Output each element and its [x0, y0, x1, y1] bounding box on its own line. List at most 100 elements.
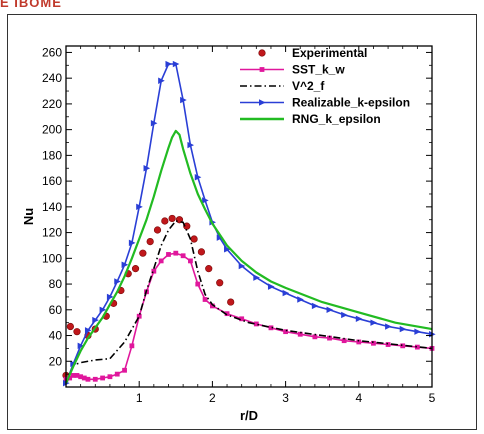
y-tick-label: 40	[49, 329, 63, 343]
realizable-marker	[202, 197, 209, 204]
header-text: E IBOME	[0, 0, 62, 10]
sst-marker	[253, 321, 259, 327]
sst-marker	[107, 374, 113, 380]
realizable-marker	[165, 60, 173, 68]
realizable-marker	[238, 262, 246, 270]
experimental-point	[161, 217, 169, 225]
y-tick-label: 140	[42, 200, 62, 214]
realizable-marker	[77, 342, 85, 350]
header-strip: E IBOME	[0, 0, 120, 14]
legend-entry: V^2_f	[240, 79, 325, 93]
experimental-point	[153, 226, 162, 234]
y-tick-label: 200	[42, 123, 62, 137]
realizable-marker	[121, 261, 129, 268]
y-tick-label: 240	[42, 71, 62, 85]
experimental-point	[168, 214, 176, 223]
experimental-point	[66, 322, 74, 331]
y-tick-label: 220	[42, 97, 62, 111]
realizable-marker	[92, 316, 99, 324]
legend-entry: SST_k_w	[240, 63, 345, 77]
sst-marker	[297, 331, 303, 337]
sst-marker	[85, 376, 91, 382]
x-axis-title: r/D	[240, 408, 258, 423]
legend-label: RNG_k_epsilon	[292, 112, 381, 126]
legend-label: SST_k_w	[292, 63, 345, 77]
legend-label: Realizable_k-epsilon	[292, 96, 410, 110]
sst-marker	[371, 340, 376, 346]
realizable-marker	[216, 234, 224, 241]
sst-marker	[74, 373, 80, 378]
experimental-point	[73, 328, 81, 336]
x-tick-label: 5	[429, 391, 436, 405]
legend-entry: Realizable_k-epsilon	[240, 96, 410, 110]
sst-marker	[136, 313, 142, 319]
series-line	[64, 129, 433, 384]
realizable-marker	[267, 283, 275, 290]
realizable-marker	[128, 239, 136, 247]
legend-label: Experimental	[292, 46, 367, 60]
y-tick-label: 80	[49, 277, 63, 291]
sst-marker	[210, 303, 215, 309]
sst-marker	[92, 376, 98, 382]
y-tick-label: 20	[49, 354, 63, 368]
y-tick-label: 260	[42, 45, 62, 59]
realizable-marker	[106, 293, 114, 301]
experimental-point	[190, 235, 198, 243]
series-Realizable_k-epsilon	[63, 60, 436, 387]
sst-marker	[239, 316, 245, 322]
experimental-point	[197, 248, 206, 256]
experimental-point	[146, 237, 154, 246]
series-Experimental	[62, 214, 235, 380]
sst-marker	[122, 367, 127, 373]
series-RNG_k_epsilon	[64, 129, 433, 384]
realizable-marker	[282, 289, 290, 297]
realizable-marker	[385, 323, 392, 330]
x-tick-label: 4	[355, 391, 362, 405]
sst-marker	[312, 334, 318, 340]
realizable-marker	[259, 99, 266, 106]
series-line	[65, 220, 433, 385]
realizable-marker	[143, 165, 151, 172]
realizable-marker	[180, 96, 187, 104]
axis-layer: 1 2 3 4 5 20 40 60 80 100 120 140 160 180 200 220 240 260	[42, 45, 436, 405]
experimental-point	[205, 265, 213, 273]
realizable-marker	[399, 325, 407, 333]
series-SST_k_w	[63, 250, 435, 382]
series-V^2_f	[65, 220, 433, 385]
sst-marker	[81, 375, 87, 381]
experimental-point	[258, 49, 266, 57]
sst-marker	[180, 253, 186, 259]
realizable-marker	[158, 77, 165, 84]
legend-label: V^2_f	[292, 79, 325, 93]
sst-marker	[70, 373, 76, 378]
y-tick-label: 100	[42, 251, 62, 265]
realizable-marker	[172, 60, 180, 68]
realizable-marker	[326, 306, 334, 313]
series-layer	[62, 60, 436, 387]
sst-marker	[400, 343, 406, 349]
realizable-marker	[341, 311, 348, 319]
sst-marker	[327, 335, 332, 341]
sst-marker	[173, 250, 179, 256]
sst-marker	[166, 252, 171, 257]
experimental-point	[227, 298, 235, 306]
sst-marker	[195, 281, 201, 287]
y-tick-label: 120	[42, 226, 62, 240]
sst-marker	[259, 67, 265, 72]
chart-frame	[7, 14, 477, 430]
sst-marker	[283, 329, 288, 335]
x-tick-label: 3	[282, 391, 289, 405]
y-tick-label: 160	[42, 174, 62, 188]
sst-marker	[67, 375, 73, 381]
sst-marker	[385, 342, 391, 347]
sst-marker	[414, 344, 420, 350]
sst-marker	[114, 371, 120, 377]
sst-marker	[356, 339, 362, 345]
realizable-marker	[99, 306, 107, 313]
sst-marker	[100, 375, 105, 381]
sst-marker	[268, 325, 274, 331]
experimental-point	[131, 265, 140, 273]
x-tick-label: 2	[209, 391, 216, 405]
sst-marker	[129, 343, 135, 349]
legend: Experimental SST_k_w V^2_f Realizable_k-eps…	[240, 46, 410, 126]
